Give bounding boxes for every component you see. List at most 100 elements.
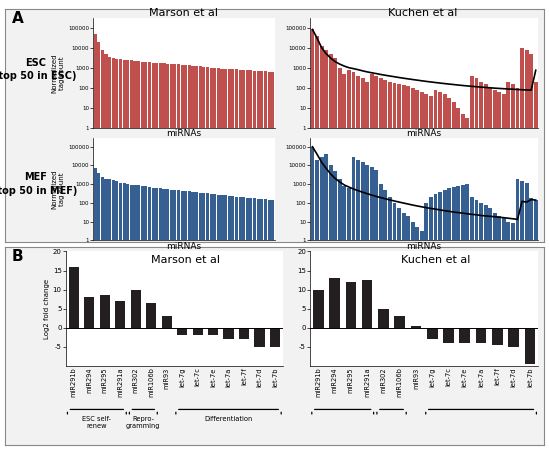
Bar [474,78,478,449]
Bar [529,54,533,449]
Bar [507,82,511,449]
Bar [141,186,144,449]
Bar [361,162,365,449]
Bar [210,67,212,449]
Bar [264,71,267,449]
Bar [170,189,173,449]
Bar [104,54,108,449]
Bar [416,90,419,449]
Bar [488,208,492,449]
Bar [329,278,340,328]
Bar [235,70,238,449]
Bar [493,213,497,449]
Bar [238,197,242,449]
Bar [166,64,169,449]
Bar [99,295,110,328]
Bar [447,188,451,449]
Bar [479,82,483,449]
Bar [529,198,533,449]
Bar [173,190,176,449]
Bar [188,66,191,449]
Bar [93,34,97,449]
Bar [313,290,323,328]
Bar [166,189,169,449]
Bar [333,58,337,449]
Bar [235,197,238,449]
Bar [388,197,392,449]
Bar [525,49,529,449]
Bar [420,92,424,449]
Bar [231,69,234,449]
Bar [101,49,104,449]
Bar [184,191,187,449]
Bar [144,186,148,449]
Bar [329,165,333,449]
Y-axis label: Normalized
tag count: Normalized tag count [52,53,65,92]
Bar [525,183,529,449]
Bar [255,328,265,347]
Bar [406,216,410,449]
Bar [181,65,184,449]
Bar [456,186,460,449]
Bar [133,185,137,449]
Bar [406,86,410,449]
Bar [119,59,122,449]
Bar [456,108,460,449]
X-axis label: miRNAs: miRNAs [407,129,441,138]
Bar [361,78,365,449]
Bar [378,309,389,328]
Bar [416,227,419,449]
Bar [152,188,155,449]
Bar [311,30,315,449]
Text: MEF
(top 50 in MEF): MEF (top 50 in MEF) [0,172,78,196]
Bar [188,191,191,449]
Bar [411,88,414,449]
Bar [119,183,122,449]
Bar [311,147,315,449]
Text: Kuchen et al: Kuchen et al [401,255,470,265]
Bar [228,69,231,449]
Bar [210,194,212,449]
Bar [420,231,424,449]
Bar [442,94,446,449]
Bar [397,84,401,449]
Bar [427,328,438,339]
Bar [470,197,474,449]
Bar [161,316,172,328]
Bar [497,92,501,449]
Bar [383,190,387,449]
Bar [351,72,355,449]
Bar [108,57,111,449]
Bar [213,68,216,449]
Bar [199,193,202,449]
Bar [195,66,198,449]
Bar [115,301,125,328]
Bar [402,85,406,449]
Text: Marson et al: Marson et al [149,8,219,18]
Bar [493,90,497,449]
Bar [411,221,414,449]
Text: ESC self-
renew: ESC self- renew [82,416,111,429]
Bar [402,213,406,449]
Text: Kuchen et al: Kuchen et al [388,8,457,18]
Bar [202,67,205,449]
Text: Differentiation: Differentiation [204,416,253,423]
Bar [152,62,155,449]
Bar [511,84,515,449]
Bar [199,66,202,449]
Bar [347,188,351,449]
Bar [351,157,355,449]
Bar [447,98,451,449]
Bar [374,76,378,449]
Bar [239,328,249,339]
Bar [315,160,319,449]
Bar [434,90,438,449]
Bar [228,196,231,449]
Bar [429,197,433,449]
Bar [260,71,264,449]
Bar [345,282,356,328]
Bar [111,58,115,449]
Bar [492,328,503,345]
Bar [206,67,209,449]
Bar [370,167,374,449]
